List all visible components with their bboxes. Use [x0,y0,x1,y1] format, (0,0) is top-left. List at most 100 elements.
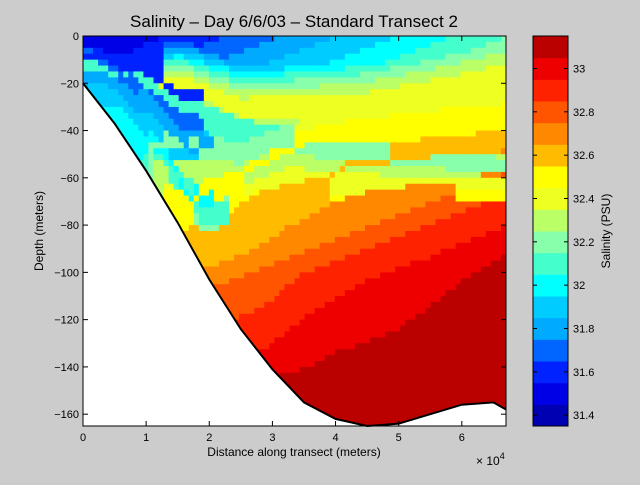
salinity-cell [450,313,457,321]
salinity-cell [410,101,416,108]
salinity-cell [344,166,351,173]
salinity-cell [390,160,396,167]
salinity-cell [254,124,260,132]
salinity-cell [430,231,437,238]
salinity-cell [354,136,361,143]
salinity-cell [103,101,109,108]
salinity-cell [294,142,301,149]
salinity-cell [354,189,361,197]
salinity-cell [395,236,401,244]
salinity-cell [324,284,331,291]
salinity-cell [390,95,396,102]
salinity-cell [410,106,416,114]
salinity-cell [440,47,447,55]
salinity-cell [113,65,119,73]
salinity-cell [425,254,432,262]
salinity-cell [450,124,457,132]
salinity-cell [334,89,341,96]
salinity-cell [319,77,326,84]
salinity-cell [395,89,401,96]
plot-area [82,35,507,428]
salinity-cell [239,118,245,126]
salinity-cell [400,53,406,61]
salinity-cell [435,337,442,344]
salinity-cell [440,384,447,392]
salinity-cell [380,396,386,403]
salinity-cell [349,296,356,303]
salinity-cell [380,112,386,120]
salinity-cell [450,207,457,214]
salinity-cell [359,101,366,108]
salinity-cell [420,319,427,327]
salinity-cell [294,89,301,96]
salinity-cell [430,106,437,114]
salinity-cell [354,47,361,55]
salinity-cell [294,260,301,268]
salinity-cell [395,136,401,143]
salinity-cell [425,361,432,368]
salinity-cell [274,219,280,226]
salinity-cell [249,195,255,203]
salinity-cell [188,171,195,179]
salinity-cell [354,325,361,333]
salinity-cell [370,213,376,220]
salinity-cell [420,89,427,96]
salinity-cell [415,213,421,220]
salinity-cell [128,53,134,61]
salinity-cell [354,372,361,380]
salinity-cell [375,124,381,132]
salinity-cell [324,313,331,321]
salinity-cell [375,106,381,114]
salinity-cell [359,106,366,114]
salinity-cell [224,266,230,273]
salinity-cell [425,248,432,256]
salinity-cell [420,213,427,220]
salinity-cell [344,83,351,90]
salinity-cell [324,272,331,279]
salinity-cell [405,148,411,155]
salinity-cell [440,71,447,78]
salinity-cell [339,408,346,415]
salinity-cell [420,154,427,161]
salinity-cell [425,177,432,185]
salinity-cell [279,272,286,279]
salinity-cell [98,53,104,61]
salinity-cell [254,65,260,73]
salinity-cell [430,118,437,126]
salinity-cell [349,242,356,250]
salinity-cell [259,47,265,55]
salinity-cell [334,254,341,262]
salinity-cell [279,296,286,303]
salinity-cell [193,41,200,49]
salinity-cell [395,171,401,179]
salinity-cell [370,36,376,43]
salinity-cell [208,266,215,273]
salinity-cell [435,301,442,309]
salinity-cell [203,207,210,214]
salinity-cell [173,65,180,73]
salinity-cell [158,71,165,78]
salinity-cell [118,36,124,43]
salinity-cell [198,201,205,208]
salinity-cell [259,219,265,226]
salinity-cell [178,36,185,43]
salinity-cell [289,41,296,49]
salinity-cell [314,213,321,220]
salinity-cell [254,242,260,250]
salinity-cell [405,160,411,167]
salinity-cell [304,231,311,238]
salinity-cell [385,95,391,102]
salinity-cell [198,53,205,61]
salinity-cell [354,408,361,415]
salinity-cell [390,325,396,333]
salinity-cell [405,355,411,362]
salinity-cell [269,331,275,338]
salinity-cell [123,77,129,84]
salinity-cell [344,95,351,102]
salinity-cell [213,65,220,73]
salinity-cell [128,65,134,73]
salinity-cell [284,343,291,350]
salinity-cell [445,307,452,315]
salinity-cell [329,36,336,43]
salinity-cell [405,260,411,268]
